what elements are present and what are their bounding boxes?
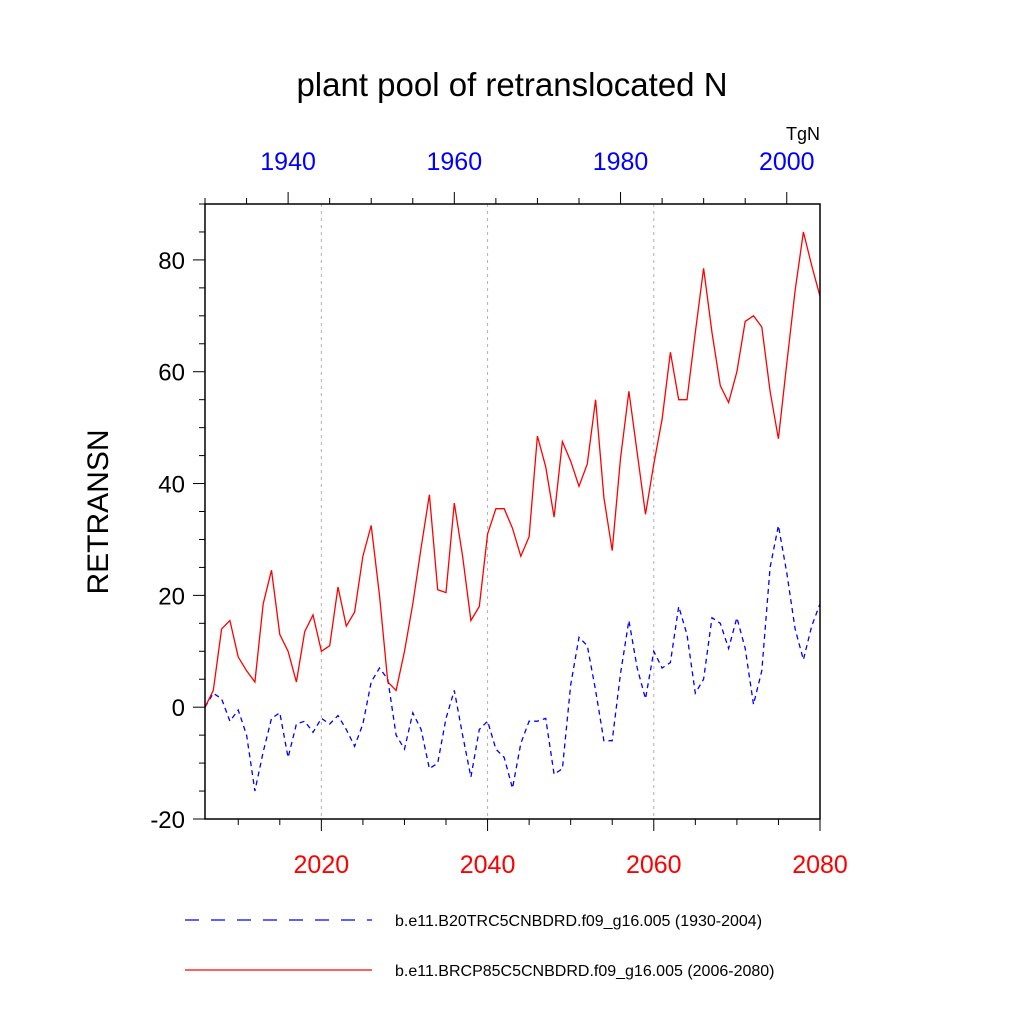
- x-top-tick-label: 1980: [593, 148, 649, 176]
- legend: b.e11.B20TRC5CNBDRD.f09_g16.005 (1930-20…: [185, 913, 774, 980]
- y-tick-label: 20: [158, 583, 185, 610]
- series-line-historical: [204, 525, 821, 792]
- x-top-tick-label: 1940: [260, 148, 316, 176]
- chart-title: plant pool of retranslocated N: [296, 66, 727, 103]
- x-bottom-tick-label: 2020: [294, 851, 350, 879]
- x-top-tick-label: 1960: [427, 148, 483, 176]
- axis-ticks: [193, 192, 821, 831]
- series-line-rcp85: [204, 231, 821, 708]
- y-tick-label: -20: [150, 807, 185, 834]
- legend-label-rcp85: b.e11.BRCP85C5CNBDRD.f09_g16.005 (2006-2…: [395, 963, 774, 980]
- grid-lines: [320, 204, 655, 819]
- y-tick-label: 60: [158, 360, 185, 387]
- x-bottom-tick-label: 2060: [626, 851, 682, 879]
- y-tick-label: 0: [172, 695, 185, 722]
- x-bottom-tick-label: 2040: [460, 851, 516, 879]
- y-tick-label: 40: [158, 472, 185, 499]
- y-axis-label: RETRANSN: [82, 429, 115, 594]
- x-bottom-tick-label: 2080: [792, 851, 848, 879]
- legend-label-historical: b.e11.B20TRC5CNBDRD.f09_g16.005 (1930-20…: [395, 913, 762, 930]
- units-label: TgN: [786, 124, 820, 144]
- x-top-tick-label: 2000: [759, 148, 815, 176]
- y-tick-label: 80: [158, 248, 185, 275]
- series-lines: [204, 231, 821, 792]
- plot-frame: [204, 203, 821, 820]
